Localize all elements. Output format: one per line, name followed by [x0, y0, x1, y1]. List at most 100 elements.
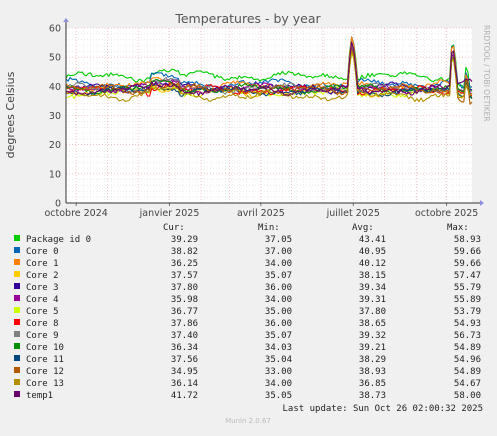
legend-max-package-id-0: 58.93: [454, 235, 481, 245]
y-tick-label: 30: [49, 111, 61, 122]
legend-max-core-11: 54.96: [454, 355, 481, 365]
legend-swatch-core-2: [14, 271, 20, 277]
x-tick-label: avril 2025: [237, 208, 285, 219]
legend-name-core-3: Core 3: [26, 283, 59, 293]
y-axis-label: degrees Celsius: [4, 71, 17, 158]
series-lines: [65, 36, 473, 105]
legend-name-package-id-0: Package id 0: [26, 235, 91, 245]
legend-avg-package-id-0: 43.41: [359, 235, 386, 245]
legend-cur-core-1: 36.25: [171, 259, 198, 269]
legend-avg-core-9: 39.32: [359, 331, 386, 341]
series-line-core-11: [65, 49, 473, 98]
legend-swatch-core-13: [14, 379, 20, 385]
legend-min-temp1: 35.05: [265, 391, 292, 401]
legend-min-core-8: 36.00: [265, 319, 292, 329]
legend-cur-core-2: 37.57: [171, 271, 198, 281]
legend-avg-core-3: 39.34: [359, 283, 386, 293]
legend-cur-core-4: 35.98: [171, 295, 198, 305]
legend-avg-core-13: 36.85: [359, 379, 386, 389]
legend-swatch-core-5: [14, 307, 20, 313]
legend-max-core-0: 59.66: [454, 247, 481, 257]
x-tick-labels: octobre 2024 janvier 2025 avril 2025 juille…: [44, 208, 478, 219]
legend-min-core-4: 34.00: [265, 295, 292, 305]
legend-cur-core-13: 36.14: [171, 379, 198, 389]
legend-swatch-core-4: [14, 295, 20, 301]
legend-min-core-12: 33.00: [265, 367, 292, 377]
legend-min-core-1: 34.00: [265, 259, 292, 269]
legend-min-core-5: 35.00: [265, 307, 292, 317]
legend-name-core-8: Core 8: [26, 319, 59, 329]
legend-swatch-core-1: [14, 259, 20, 265]
legend-swatch-core-8: [14, 319, 20, 325]
legend-name-core-4: Core 4: [26, 295, 59, 305]
y-tick-labels: 0 10 20 30 40 50 60: [49, 24, 61, 210]
legend-swatch-core-12: [14, 367, 20, 373]
rrdtool-side-label: RRDTOOL / TOBI OETIKER: [482, 25, 491, 122]
grid-lines: [66, 27, 472, 204]
munin-version: Munin 2.0.67: [225, 417, 271, 425]
legend-min-core-13: 34.00: [265, 379, 292, 389]
legend-name-core-10: Core 10: [26, 343, 64, 353]
last-update: Last update: Sun Oct 26 02:00:32 2025: [283, 404, 483, 414]
legend-swatch-core-3: [14, 283, 20, 289]
series-line-core-13: [65, 50, 473, 103]
legend-cur-core-3: 37.80: [171, 283, 198, 293]
legend-max-core-8: 54.93: [454, 319, 481, 329]
legend-max-core-3: 55.79: [454, 283, 481, 293]
legend-cur-core-10: 36.34: [171, 343, 198, 353]
legend-cur-temp1: 41.72: [171, 391, 198, 401]
legend-avg-core-0: 40.95: [359, 247, 386, 257]
chart-title: Temperatures - by year: [174, 11, 321, 26]
legend-avg-core-2: 38.15: [359, 271, 386, 281]
x-tick-label: juillet 2025: [326, 208, 380, 219]
series-line-core-12: [65, 49, 473, 105]
legend-cur-core-5: 36.77: [171, 307, 198, 317]
y-tick-label: 40: [49, 82, 61, 93]
legend-max-core-9: 56.73: [454, 331, 481, 341]
legend-max-core-1: 59.66: [454, 259, 481, 269]
legend-swatch-core-10: [14, 343, 20, 349]
legend-header-cur: Cur:: [163, 223, 185, 233]
legend-swatch-temp1: [14, 391, 20, 397]
legend-avg-core-12: 38.93: [359, 367, 386, 377]
legend-min-core-2: 35.07: [265, 271, 292, 281]
series-line-temp1: [66, 41, 473, 96]
legend-avg-core-5: 37.80: [359, 307, 386, 317]
legend-max-core-2: 57.47: [454, 271, 481, 281]
series-line-package-id-0: [65, 37, 473, 92]
legend-name-temp1: temp1: [26, 391, 53, 401]
legend-max-core-4: 55.89: [454, 295, 481, 305]
legend-name-core-12: Core 12: [26, 367, 64, 377]
legend-avg-core-8: 38.65: [359, 319, 386, 329]
legend-max-core-13: 54.67: [454, 379, 481, 389]
legend-avg-core-1: 40.12: [359, 259, 386, 269]
legend-swatch-core-0: [14, 247, 20, 253]
legend-max-core-10: 54.89: [454, 343, 481, 353]
legend-max-core-5: 53.79: [454, 307, 481, 317]
legend-name-core-1: Core 1: [26, 259, 59, 269]
legend-name-core-11: Core 11: [26, 355, 64, 365]
y-tick-label: 10: [49, 169, 61, 180]
legend-cur-core-0: 38.82: [171, 247, 198, 257]
legend-min-core-10: 34.03: [265, 343, 292, 353]
legend-min-core-11: 35.04: [265, 355, 292, 365]
legend-avg-core-11: 38.29: [359, 355, 386, 365]
legend-avg-core-10: 39.21: [359, 343, 386, 353]
legend-name-core-5: Core 5: [26, 307, 59, 317]
legend-cur-core-11: 37.56: [171, 355, 198, 365]
x-tick-label: octobre 2024: [44, 208, 107, 219]
x-axis-arrow: [480, 200, 484, 206]
legend-cur-core-9: 37.40: [171, 331, 198, 341]
plot-area: [66, 28, 472, 203]
legend-max-temp1: 58.00: [454, 391, 481, 401]
legend-cur-package-id-0: 39.29: [171, 235, 198, 245]
axes: [63, 18, 484, 206]
legend-min-core-3: 36.00: [265, 283, 292, 293]
legend-header-max: Max:: [447, 223, 469, 233]
legend-header-min: Min:: [258, 223, 280, 233]
y-tick-label: 60: [49, 24, 61, 35]
legend-header-avg: Avg:: [352, 223, 374, 233]
x-tick-label: octobre 2025: [415, 208, 478, 219]
